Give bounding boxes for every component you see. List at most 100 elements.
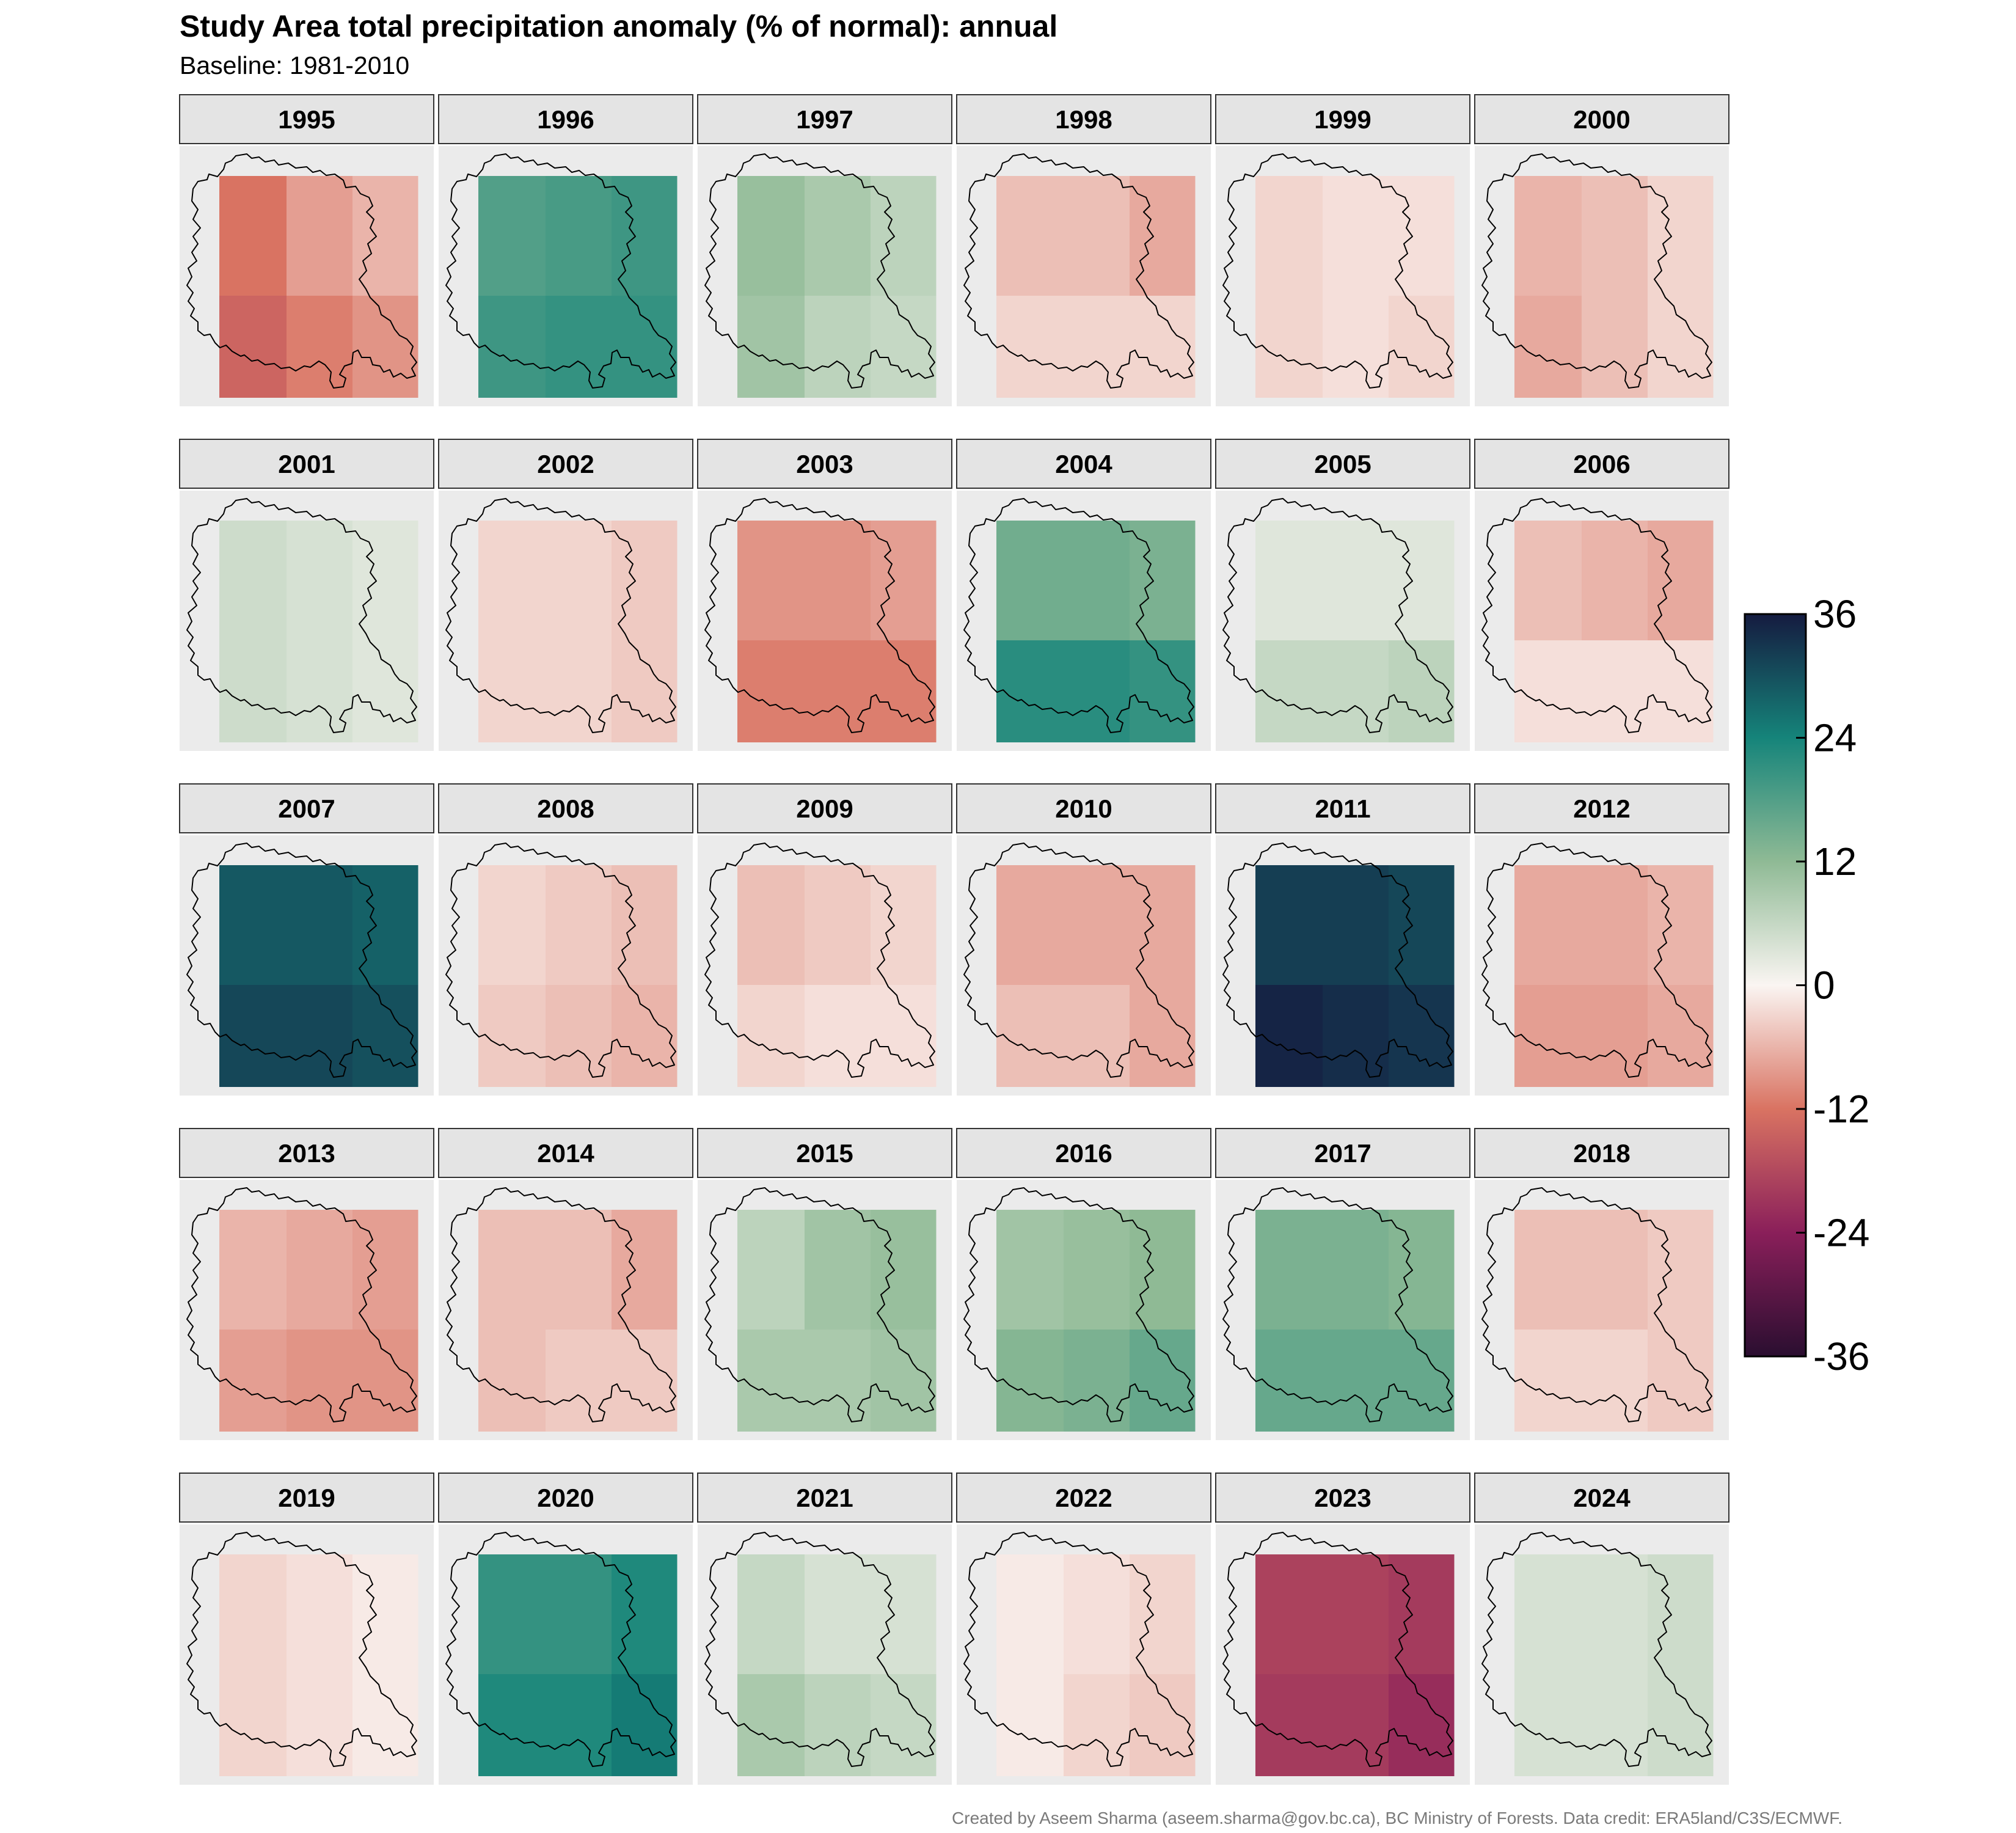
facet-strip	[697, 1128, 952, 1178]
study-area-outline	[186, 498, 417, 733]
anomaly-cell	[871, 296, 937, 398]
anomaly-cell	[1648, 1330, 1714, 1432]
anomaly-cell	[287, 521, 353, 641]
anomaly-cell	[478, 1554, 546, 1675]
facet-panel-1996: 1996	[438, 94, 693, 406]
anomaly-cell	[1514, 1330, 1582, 1432]
anomaly-cell	[996, 1674, 1064, 1776]
facet-year-label: 2002	[537, 450, 594, 478]
anomaly-cell	[1389, 640, 1455, 742]
anomaly-cell	[1389, 1674, 1455, 1776]
study-area-outline	[963, 843, 1194, 1078]
facet-year-label: 2015	[796, 1139, 853, 1168]
anomaly-cell	[1255, 1210, 1323, 1330]
anomaly-cell	[996, 521, 1064, 641]
facet-year-label: 1997	[796, 105, 853, 134]
anomaly-cell	[871, 640, 937, 742]
facet-year-label: 2022	[1055, 1484, 1112, 1512]
anomaly-cell	[352, 296, 418, 398]
anomaly-cell	[1255, 1554, 1323, 1675]
anomaly-cell	[612, 640, 677, 742]
anomaly-cell	[287, 1330, 353, 1432]
anomaly-cells	[219, 521, 418, 742]
anomaly-cell	[612, 1210, 677, 1330]
anomaly-cell	[478, 1674, 546, 1776]
facet-panel-2007: 2007	[179, 783, 434, 1096]
anomaly-cell	[612, 985, 677, 1087]
anomaly-cell	[287, 865, 353, 986]
facet-year-label: 2019	[278, 1484, 335, 1512]
anomaly-cell	[546, 1554, 612, 1675]
anomaly-cell	[478, 640, 546, 742]
anomaly-cells	[996, 865, 1196, 1087]
facet-strip	[956, 783, 1211, 833]
facet-year-label: 2016	[1055, 1139, 1112, 1168]
anomaly-cells	[219, 176, 418, 398]
facet-panel-2006: 2006	[1474, 439, 1729, 751]
anomaly-cell	[1255, 1674, 1323, 1776]
anomaly-cell	[219, 1330, 287, 1432]
anomaly-cell	[1323, 296, 1389, 398]
facet-year-label: 2024	[1573, 1484, 1631, 1512]
facet-panel-2023: 2023	[1215, 1473, 1470, 1785]
anomaly-cell	[1648, 640, 1714, 742]
facet-strip	[1215, 94, 1470, 144]
anomaly-cell	[1130, 521, 1196, 641]
anomaly-cells	[1255, 1554, 1455, 1776]
anomaly-cell	[871, 865, 937, 986]
anomaly-cell	[352, 521, 418, 641]
anomaly-cell	[1514, 865, 1582, 986]
anomaly-cell	[1582, 985, 1648, 1087]
study-area-outline	[1481, 153, 1712, 389]
anomaly-cell	[546, 1674, 612, 1776]
anomaly-cell	[546, 985, 612, 1087]
anomaly-cell	[1514, 296, 1582, 398]
anomaly-cell	[1648, 1554, 1714, 1675]
anomaly-cell	[219, 640, 287, 742]
colorbar-tick-label: 36	[1813, 592, 1857, 636]
anomaly-cell	[352, 1330, 418, 1432]
facet-panel-2000: 2000	[1474, 94, 1729, 406]
chart-title: Study Area total precipitation anomaly (…	[180, 9, 1058, 43]
anomaly-cell	[1130, 1674, 1196, 1776]
anomaly-cell	[287, 296, 353, 398]
anomaly-cell	[1582, 1330, 1648, 1432]
anomaly-cell	[612, 1674, 677, 1776]
anomaly-cells	[737, 865, 937, 1087]
anomaly-cell	[1064, 1674, 1130, 1776]
anomaly-cell	[1323, 1330, 1389, 1432]
colorbar-tick-label: 0	[1813, 964, 1835, 1008]
anomaly-cells	[1514, 1210, 1714, 1432]
colorbar	[1744, 613, 1807, 1358]
anomaly-cell	[1130, 1210, 1196, 1330]
anomaly-cells	[478, 1210, 677, 1432]
anomaly-cell	[352, 985, 418, 1087]
colorbar-tick-label: -24	[1813, 1211, 1870, 1255]
anomaly-cell	[805, 1674, 871, 1776]
anomaly-cell	[612, 1554, 677, 1675]
anomaly-cell	[1064, 176, 1130, 296]
facet-year-label: 2004	[1055, 450, 1112, 478]
anomaly-cell	[996, 865, 1064, 986]
anomaly-cell	[352, 865, 418, 986]
anomaly-cell	[737, 1674, 805, 1776]
facet-panel-2002: 2002	[438, 439, 693, 751]
facet-strip	[1474, 439, 1729, 489]
study-area-outline	[704, 1532, 935, 1767]
anomaly-cell	[1323, 1554, 1389, 1675]
facet-year-label: 2012	[1573, 794, 1630, 823]
anomaly-cell	[1323, 1210, 1389, 1330]
anomaly-cell	[1582, 296, 1648, 398]
anomaly-cells	[1514, 1554, 1714, 1776]
facet-panel-2005: 2005	[1215, 439, 1470, 751]
anomaly-cells	[737, 1554, 937, 1776]
anomaly-cell	[737, 865, 805, 986]
anomaly-cell	[352, 1554, 418, 1675]
anomaly-cell	[1130, 640, 1196, 742]
facet-panel-2010: 2010	[956, 783, 1211, 1096]
facet-strip	[1215, 1128, 1470, 1178]
anomaly-cell	[612, 296, 677, 398]
anomaly-cell	[805, 296, 871, 398]
anomaly-cell	[478, 1210, 546, 1330]
anomaly-cell	[805, 1554, 871, 1675]
